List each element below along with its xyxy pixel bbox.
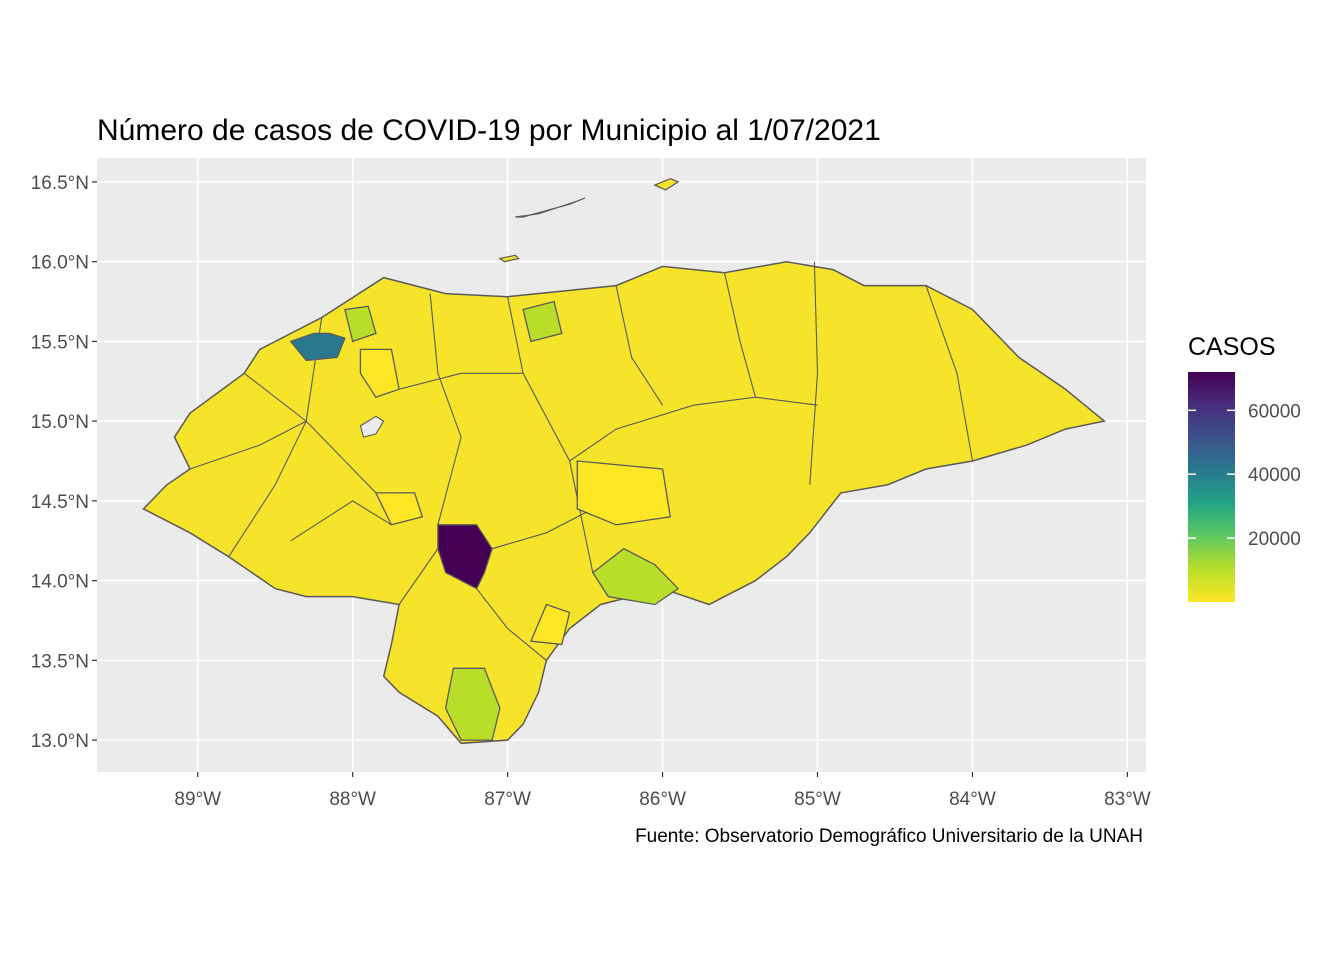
lat-tick-label: 16.5°N — [31, 173, 89, 194]
municipality-region — [359, 348, 400, 398]
municipality-region — [374, 492, 424, 526]
lat-tick-label: 14.0°N — [31, 572, 89, 593]
municipal-border — [476, 588, 547, 661]
island — [653, 178, 680, 191]
municipal-border — [569, 396, 818, 462]
municipal-border — [243, 372, 377, 494]
municipality-region — [522, 300, 563, 343]
municipality-region — [444, 667, 501, 741]
lon-tick-label: 85°W — [794, 789, 841, 810]
municipal-border — [290, 500, 392, 542]
lat-tick-label: 16.0°N — [31, 253, 89, 274]
municipal-border — [809, 261, 819, 485]
lat-tick-label: 13.5°N — [31, 651, 89, 672]
municipal-border — [398, 372, 524, 390]
lon-tick-label: 88°W — [329, 789, 376, 810]
municipality-map — [142, 178, 1106, 745]
lat-tick-label: 14.5°N — [31, 492, 89, 513]
legend-tick-label: 20000 — [1248, 529, 1301, 550]
lon-tick-label: 86°W — [639, 789, 686, 810]
lon-tick-label: 87°W — [484, 789, 531, 810]
municipality-region — [591, 547, 680, 606]
lat-tick-label: 15.5°N — [31, 332, 89, 353]
municipal-border — [925, 285, 974, 462]
island — [515, 197, 586, 218]
legend: CASOS 20000 40000 60000 — [1188, 333, 1301, 602]
municipal-border — [398, 548, 439, 605]
municipality-region — [289, 332, 346, 362]
lon-tick-label: 89°W — [174, 789, 221, 810]
lon-tick-label: 83°W — [1104, 789, 1151, 810]
municipal-border — [228, 317, 323, 557]
legend-title: CASOS — [1188, 333, 1276, 361]
latitude-axis: 16.5°N 16.0°N 15.5°N 15.0°N 14.5°N 14.0°N 13.5… — [31, 173, 97, 752]
municipal-border — [429, 293, 462, 525]
municipal-border — [491, 508, 594, 550]
legend-colorbar — [1188, 372, 1235, 602]
legend-tick-label: 60000 — [1248, 401, 1301, 422]
municipality-region — [529, 603, 571, 646]
legend-tick-label: 40000 — [1248, 465, 1301, 486]
municipal-border — [723, 272, 757, 398]
municipal-border — [507, 296, 594, 573]
municipality-region — [344, 305, 377, 343]
map-caption: Fuente: Observatorio Demográfico Univers… — [635, 826, 1143, 847]
municipal-border — [615, 285, 664, 406]
lake — [359, 415, 385, 438]
municipal-border — [189, 420, 307, 470]
lat-tick-label: 15.0°N — [31, 412, 89, 433]
municipality-region — [576, 460, 672, 526]
municipality-region — [437, 524, 493, 590]
longitude-axis: 89°W 88°W 87°W 86°W 85°W 84°W 83°W — [174, 772, 1151, 810]
island — [498, 254, 520, 263]
lat-tick-label: 13.0°N — [31, 731, 89, 752]
map-title: Número de casos de COVID-19 por Municipi… — [97, 114, 881, 147]
lon-tick-label: 84°W — [949, 789, 996, 810]
